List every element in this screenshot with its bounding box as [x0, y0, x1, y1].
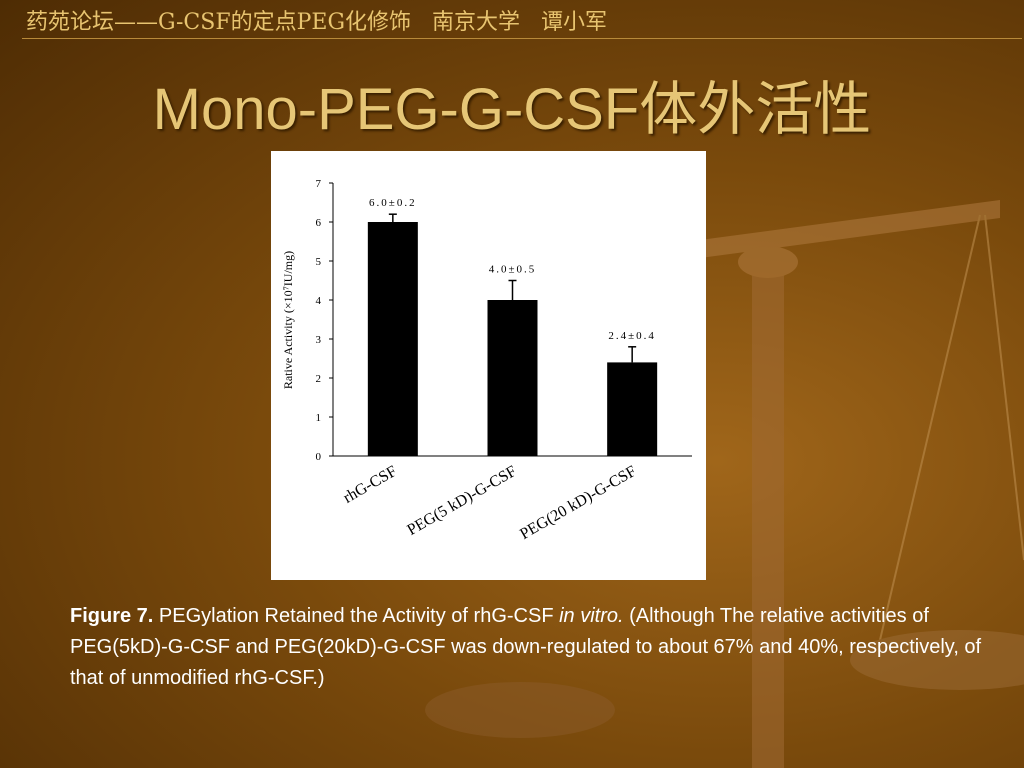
- x-tick-label: PEG(20 kD)-G-CSF: [517, 463, 639, 543]
- y-tick-label: 4: [316, 295, 322, 307]
- bar: [487, 300, 538, 456]
- caption-text: (Although The relative activities of PEG…: [70, 605, 982, 689]
- bar: [607, 362, 658, 456]
- y-axis-label: Rative Activity (×10⁷IU/mg): [281, 251, 295, 389]
- y-tick-label: 6: [316, 217, 322, 229]
- caption-text: PEGylation Retained the Activity of rhG-…: [158, 605, 554, 627]
- slide-title: Mono-PEG-G-CSF体外活性: [152, 77, 872, 142]
- value-label: 4.0±0.5: [489, 264, 537, 276]
- value-label: 2.4±0.4: [608, 330, 656, 342]
- y-tick-label: 0: [316, 451, 322, 463]
- value-label: 6.0±0.2: [369, 197, 417, 209]
- y-tick-label: 2: [316, 373, 322, 385]
- y-tick-label: 7: [316, 178, 322, 190]
- caption-italic: in vitro.: [559, 605, 624, 627]
- x-tick-label: PEG(5 kD)-G-CSF: [404, 463, 519, 539]
- y-tick-label: 5: [316, 256, 322, 268]
- caption: Figure 7. PEGylation Retained the Activi…: [70, 601, 990, 694]
- y-tick-label: 1: [316, 412, 322, 424]
- header: 药苑论坛——G-CSF的定点PEG化修饰 南京大学 谭小军: [26, 10, 607, 35]
- caption-label: Figure 7.: [70, 605, 154, 627]
- y-tick-label: 3: [316, 334, 322, 346]
- header-rule: [22, 38, 1022, 39]
- x-tick-label: rhG-CSF: [341, 463, 400, 507]
- bar: [367, 222, 418, 456]
- chart: Rative Activity (×10⁷IU/mg) 0 1 2 3 4 5 6 7 rhG-…: [271, 151, 706, 580]
